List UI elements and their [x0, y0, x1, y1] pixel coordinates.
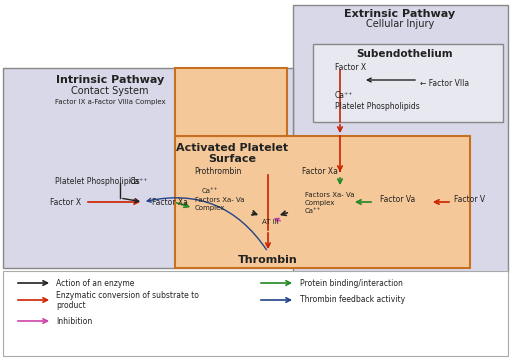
Text: Action of an enzyme: Action of an enzyme	[56, 279, 134, 288]
FancyBboxPatch shape	[313, 44, 503, 122]
Text: Platelet Phospholipids: Platelet Phospholipids	[55, 176, 140, 185]
Text: Factor Xa: Factor Xa	[152, 198, 188, 207]
Text: Factor X: Factor X	[335, 63, 366, 72]
Text: Platelet Phospholipids: Platelet Phospholipids	[335, 102, 420, 111]
Text: Thrombin: Thrombin	[238, 255, 298, 265]
Text: Surface: Surface	[208, 154, 256, 164]
Text: Intrinsic Pathway: Intrinsic Pathway	[56, 75, 164, 85]
Text: Activated Platelet: Activated Platelet	[176, 143, 288, 153]
Text: Complex: Complex	[305, 200, 335, 206]
Text: AT III: AT III	[262, 219, 278, 225]
Text: Protein binding/interaction: Protein binding/interaction	[300, 279, 403, 288]
Text: Ca⁺⁺: Ca⁺⁺	[130, 176, 148, 185]
Text: Ca⁺⁺: Ca⁺⁺	[202, 188, 219, 194]
Text: Inhibition: Inhibition	[56, 316, 92, 325]
Text: Factor Va: Factor Va	[380, 194, 415, 203]
Text: Factor X: Factor X	[50, 198, 81, 207]
Text: Factor IX a-Factor VIIIa Complex: Factor IX a-Factor VIIIa Complex	[55, 99, 166, 105]
FancyBboxPatch shape	[3, 271, 508, 356]
FancyBboxPatch shape	[175, 68, 287, 136]
Text: Enzymatic conversion of substrate to: Enzymatic conversion of substrate to	[56, 292, 199, 301]
Text: Factor Xa: Factor Xa	[302, 166, 338, 176]
FancyBboxPatch shape	[175, 136, 470, 268]
FancyBboxPatch shape	[3, 68, 293, 268]
Text: Factors Xa- Va: Factors Xa- Va	[305, 192, 355, 198]
Text: Ca⁺⁺: Ca⁺⁺	[335, 90, 353, 99]
Text: Ca⁺⁺: Ca⁺⁺	[305, 208, 321, 214]
Text: product: product	[56, 301, 86, 310]
Text: Factors Xa- Va: Factors Xa- Va	[195, 197, 244, 203]
Text: Subendothelium: Subendothelium	[357, 49, 453, 59]
Text: ← Factor VIIa: ← Factor VIIa	[420, 78, 469, 87]
Text: Factor V: Factor V	[454, 194, 485, 203]
FancyBboxPatch shape	[293, 5, 508, 272]
Text: Complex: Complex	[195, 205, 225, 211]
Text: Prothrombin: Prothrombin	[194, 166, 242, 176]
Text: Contact System: Contact System	[71, 86, 149, 96]
Text: Extrinsic Pathway: Extrinsic Pathway	[344, 9, 456, 19]
Text: Thrombin feedback activity: Thrombin feedback activity	[300, 296, 405, 305]
Text: Cellular Injury: Cellular Injury	[366, 19, 434, 29]
